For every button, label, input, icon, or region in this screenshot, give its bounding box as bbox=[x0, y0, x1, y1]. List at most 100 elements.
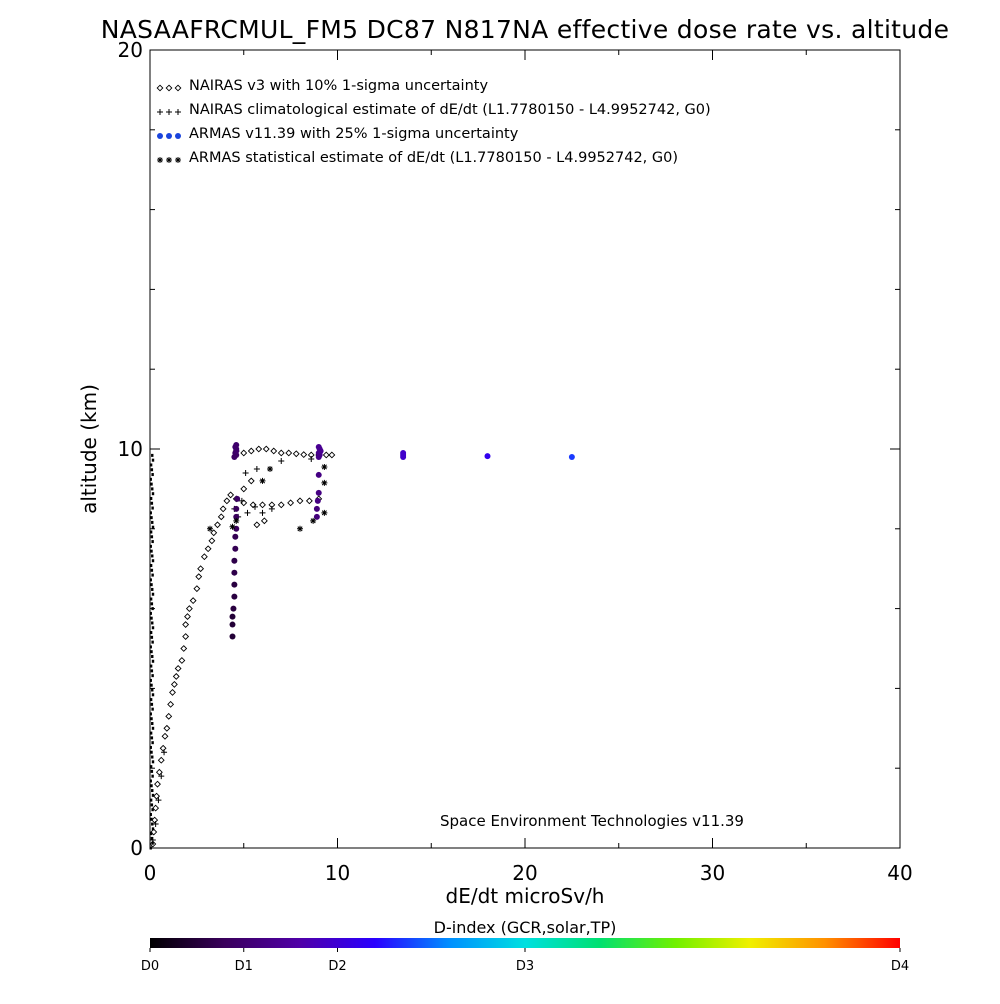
near-zero-mark bbox=[151, 722, 154, 726]
nairas-v3-point bbox=[328, 451, 336, 459]
near-zero-mark bbox=[151, 525, 155, 529]
near-zero-mark bbox=[151, 808, 154, 812]
near-zero-mark bbox=[149, 477, 152, 481]
nairas-v3-point bbox=[184, 613, 191, 621]
colorbar-labels: D0 D1 D2 D3 D4 bbox=[141, 948, 909, 974]
nairas-v3-point bbox=[189, 597, 197, 605]
near-zero-mark bbox=[151, 573, 154, 577]
armas-statistical-point bbox=[321, 463, 328, 470]
nairas-v3-point bbox=[296, 497, 304, 505]
armas-point bbox=[315, 444, 322, 451]
nairas-v3-point bbox=[247, 477, 255, 485]
legend-symbol bbox=[166, 109, 172, 115]
nairas-v3-point bbox=[165, 712, 173, 720]
nairas-v3-point bbox=[149, 840, 157, 848]
data-marks bbox=[149, 442, 575, 850]
near-zero-mark bbox=[151, 520, 154, 524]
near-zero-mark bbox=[151, 741, 154, 745]
armas-point bbox=[232, 545, 239, 552]
near-zero-mark bbox=[149, 511, 152, 515]
y-axis-label: altitude (km) bbox=[77, 384, 101, 514]
nairas-v3-point bbox=[155, 768, 163, 776]
near-zero-mark bbox=[151, 755, 154, 759]
near-zero-mark bbox=[151, 707, 154, 711]
near-zero-mark bbox=[149, 712, 152, 716]
colorbar bbox=[150, 938, 900, 948]
armas-statistical-point bbox=[207, 525, 213, 532]
legend-symbol bbox=[175, 109, 181, 115]
legend-symbol bbox=[166, 157, 172, 163]
nairas-v3-point bbox=[223, 497, 231, 505]
x-tick-label: 40 bbox=[887, 861, 912, 885]
armas-point bbox=[484, 453, 491, 460]
nairas-climatology-point bbox=[253, 465, 260, 472]
armas-statistical-point bbox=[233, 517, 240, 524]
armas-statistical-point bbox=[310, 517, 317, 524]
nairas-v3-point bbox=[300, 451, 308, 459]
near-zero-mark bbox=[149, 463, 153, 467]
nairas-v3-point bbox=[262, 445, 270, 453]
armas-point bbox=[231, 557, 238, 564]
nairas-climatology-point bbox=[259, 509, 266, 516]
nairas-v3-point bbox=[214, 521, 221, 529]
armas-point bbox=[400, 449, 407, 456]
armas-point bbox=[229, 633, 236, 640]
nairas-v3-point bbox=[259, 501, 266, 509]
armas-point bbox=[313, 505, 320, 512]
near-zero-mark bbox=[150, 602, 154, 606]
near-zero-mark bbox=[151, 654, 154, 658]
nairas-v3-point bbox=[287, 499, 295, 507]
near-zero-mark bbox=[149, 678, 152, 682]
near-zero-mark bbox=[150, 616, 153, 620]
armas-statistical-point bbox=[229, 523, 236, 530]
legend-symbol bbox=[157, 109, 163, 115]
x-axis-label: dE/dt microSv/h bbox=[446, 884, 605, 908]
nairas-v3-point bbox=[260, 517, 268, 525]
armas-point bbox=[233, 513, 240, 520]
nairas-v3-point bbox=[180, 645, 188, 652]
armas-point bbox=[313, 513, 320, 520]
near-zero-mark bbox=[149, 745, 152, 749]
nairas-v3-point bbox=[208, 537, 216, 545]
plot-frame bbox=[149, 49, 901, 849]
armas-point bbox=[233, 442, 240, 449]
nairas-v3-point bbox=[170, 680, 178, 688]
near-zero-mark bbox=[150, 717, 153, 721]
colorbar-label: D3 bbox=[516, 959, 534, 974]
legend-symbol bbox=[175, 157, 181, 163]
armas-point bbox=[231, 581, 238, 588]
near-zero-mark bbox=[151, 458, 155, 462]
near-zero-mark bbox=[150, 549, 153, 553]
legend-symbol bbox=[166, 133, 172, 139]
near-zero-mark bbox=[150, 817, 153, 821]
near-zero-mark bbox=[149, 578, 152, 582]
near-zero-mark bbox=[151, 827, 155, 831]
nairas-v3-point bbox=[240, 485, 248, 493]
nairas-v3-point bbox=[154, 780, 161, 788]
nairas-v3-point bbox=[161, 732, 169, 740]
near-zero-mark bbox=[151, 492, 155, 496]
nairas-v3-point bbox=[159, 744, 167, 752]
nairas-v3-point bbox=[277, 501, 285, 509]
nairas-climatology-point bbox=[308, 455, 315, 462]
near-zero-mark bbox=[149, 496, 153, 500]
near-zero-mark bbox=[149, 631, 153, 635]
nairas-climatology-point bbox=[242, 469, 249, 476]
nairas-climatology-point bbox=[161, 749, 168, 756]
nairas-v3-point bbox=[292, 450, 300, 458]
nairas-climatology-point bbox=[149, 837, 156, 844]
x-tick-label: 10 bbox=[325, 861, 350, 885]
nairas-v3-point bbox=[172, 672, 180, 680]
near-zero-mark bbox=[150, 803, 154, 807]
legend-symbol bbox=[165, 84, 173, 92]
near-zero-mark bbox=[149, 832, 153, 836]
near-zero-mark bbox=[150, 784, 153, 788]
near-zero-mark bbox=[150, 650, 153, 654]
near-zero-mark bbox=[151, 774, 154, 778]
near-zero-mark bbox=[150, 468, 154, 472]
near-zero-mark bbox=[150, 583, 153, 587]
nairas-v3-point bbox=[270, 447, 278, 455]
armas-point bbox=[315, 471, 322, 478]
near-zero-mark bbox=[151, 841, 154, 845]
